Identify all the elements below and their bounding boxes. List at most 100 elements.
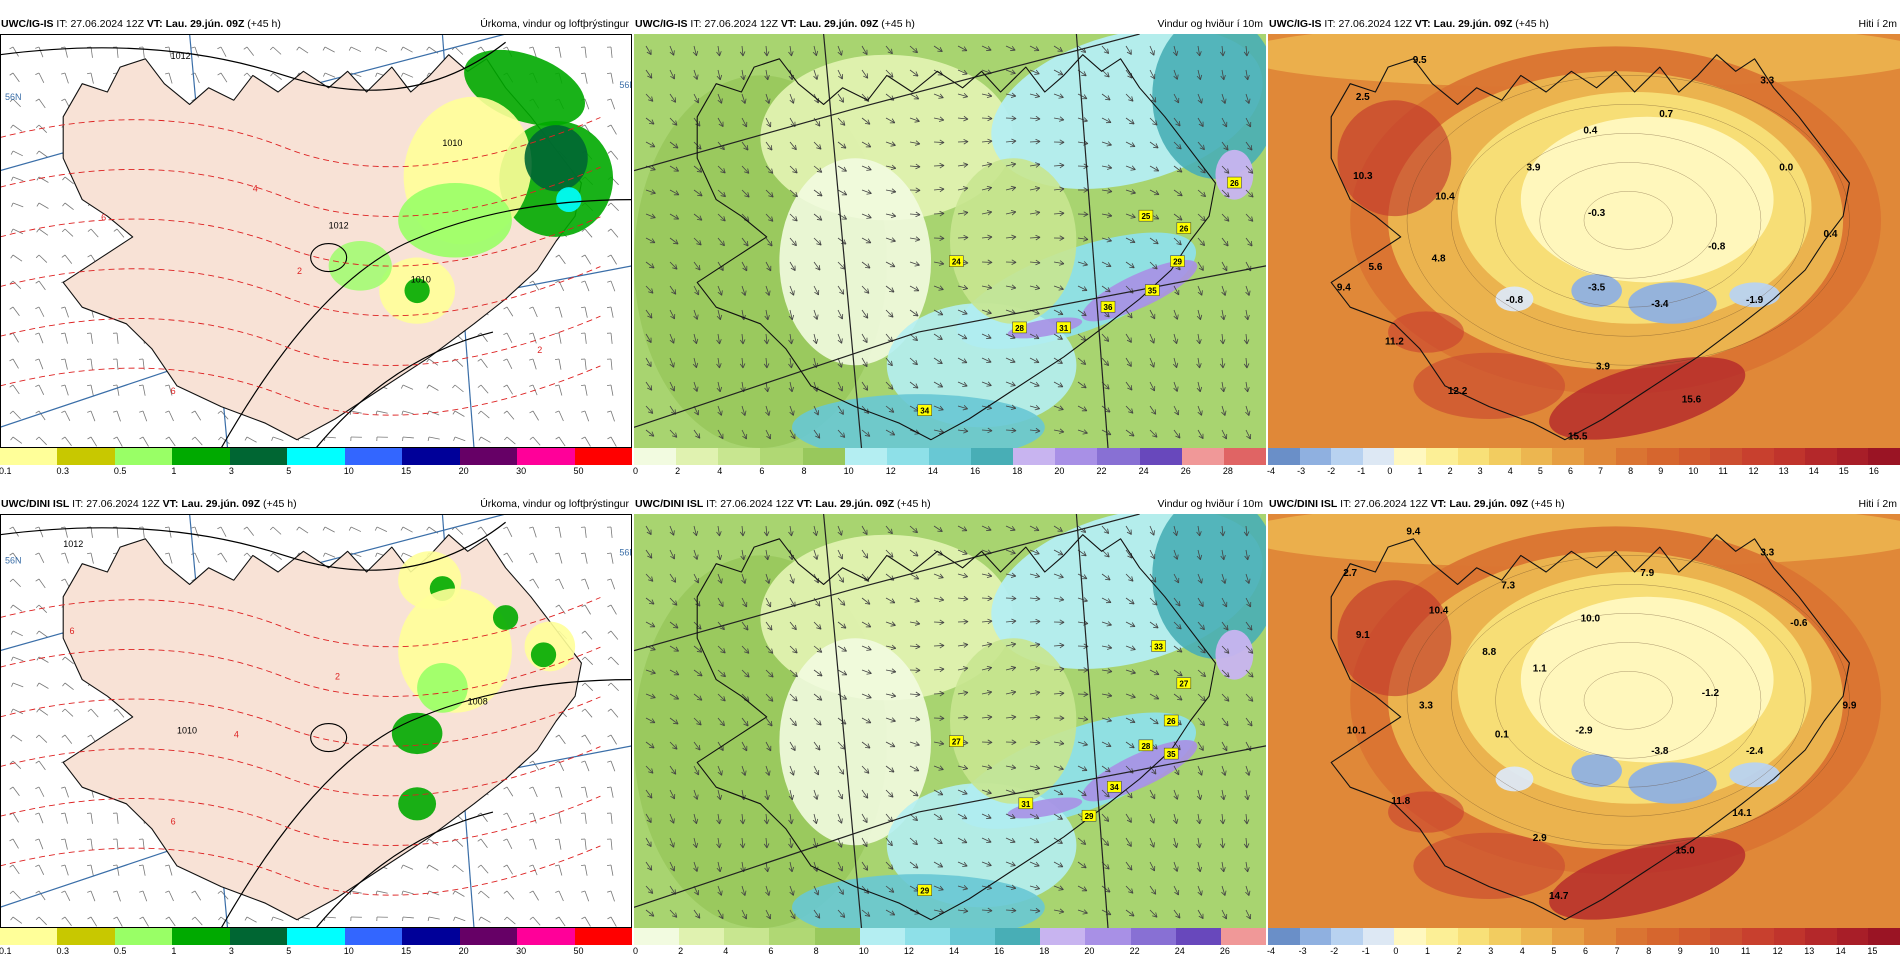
colorbar-tick-label: 13 — [1779, 466, 1789, 476]
colorbar-tick-label: 8 — [802, 466, 807, 476]
colorbar-swatch — [905, 928, 951, 945]
colorbar-swatch — [950, 928, 996, 945]
gust-value: 33 — [1154, 642, 1163, 651]
colorbar-swatch — [1552, 448, 1584, 465]
product-title: Hiti í 2m — [1858, 494, 1897, 514]
init-time: 27.06.2024 12Z — [1354, 498, 1428, 510]
colorbar-swatch — [1268, 448, 1300, 465]
colorbar-tick-label: 20 — [1054, 466, 1064, 476]
map-label-iso: 1012 — [63, 539, 83, 549]
colorbar-swatch — [57, 928, 115, 945]
field-area — [950, 158, 1076, 324]
colorbar-swatch — [1300, 928, 1332, 945]
colorbar-tick-label: 1 — [171, 466, 176, 476]
colorbar-tick-label: 6 — [1583, 946, 1588, 956]
temperature-value: -3.8 — [1651, 746, 1669, 757]
colorbar-tick-label: 26 — [1220, 946, 1230, 956]
colorbar-tick-label: 14 — [1836, 946, 1846, 956]
map-label-iso: 1010 — [411, 274, 431, 284]
map-label-iso: 1010 — [442, 138, 462, 148]
temperature-value: -0.8 — [1708, 241, 1726, 252]
panel-header: UWC/DINI ISL IT: 27.06.2024 12Z VT: Lau.… — [634, 494, 1266, 514]
temperature-value: 10.3 — [1353, 171, 1373, 182]
colorbar-swatch — [1710, 448, 1742, 465]
gust-value: 31 — [1021, 800, 1030, 809]
lead-time: (+45 h) — [897, 498, 931, 510]
colorbar-swatch — [1394, 928, 1426, 945]
colorbar-swatch — [1085, 928, 1131, 945]
colorbar-swatch — [0, 448, 58, 465]
init-time: 27.06.2024 12Z — [720, 498, 794, 510]
colorbar-swatch — [402, 928, 460, 945]
init-time: 27.06.2024 12Z — [86, 498, 160, 510]
valid-time: Lau. 29.jún. 09Z — [800, 18, 879, 30]
it-label: IT: — [690, 18, 701, 30]
temperature-value: -2.9 — [1575, 725, 1593, 736]
temperature-value: -3.5 — [1588, 283, 1606, 294]
temperature-value: 11.2 — [1385, 337, 1404, 348]
product-title: Hiti í 2m — [1858, 14, 1897, 34]
colorbar-swatch — [230, 928, 288, 945]
colorbar-swatch — [345, 448, 403, 465]
colorbar-tick-label: 12 — [904, 946, 914, 956]
colorbar-tick-label: 7 — [1598, 466, 1603, 476]
colorbar-swatch — [1221, 928, 1267, 945]
vt-label: VT: — [1431, 498, 1447, 510]
model-name: UWC/DINI ISL — [1, 498, 69, 510]
colorbar-tick-label: 2 — [1457, 946, 1462, 956]
temperature-value: 10.4 — [1435, 192, 1455, 203]
colorbar-swatch — [860, 928, 906, 945]
colorbar-tick-label: 3 — [229, 946, 234, 956]
map-label-iso: 1012 — [171, 51, 191, 61]
colorbar-swatch — [679, 928, 725, 945]
colorbar-tick-label: 10 — [1709, 946, 1719, 956]
temperature-value: 0.1 — [1495, 730, 1509, 741]
colorbar-tick-label: 2 — [675, 466, 680, 476]
colorbar-swatch — [1055, 448, 1098, 465]
gust-value: 27 — [952, 738, 961, 747]
colorbar-tick-label: 6 — [768, 946, 773, 956]
gust-value: 24 — [952, 258, 961, 267]
colorbar-swatch — [1140, 448, 1183, 465]
colorbar-swatch — [1647, 928, 1679, 945]
temperature-value: 3.9 — [1526, 163, 1540, 174]
colorbar-tick-label: 1 — [1425, 946, 1430, 956]
colorbar-tick-label: -1 — [1362, 946, 1370, 956]
colorbar-swatch — [1426, 448, 1458, 465]
panel-dini-precipitation: UWC/DINI ISL IT: 27.06.2024 12Z VT: Lau.… — [0, 494, 632, 959]
colorbar-tick-label: 5 — [1538, 466, 1543, 476]
lead-time: (+45 h) — [1531, 498, 1565, 510]
gust-value: 34 — [1110, 783, 1119, 792]
colorbar-swatch — [1837, 448, 1869, 465]
colorbar-tick-label: 12 — [1749, 466, 1759, 476]
colorbar-tick-label: 10 — [859, 946, 869, 956]
colorbar-swatch — [1394, 448, 1426, 465]
colorbar-swatch — [575, 448, 633, 465]
colorbar-tick-label: 14 — [1809, 466, 1819, 476]
colorbar-tick-label: 0.5 — [114, 466, 127, 476]
colorbar-swatch — [1458, 448, 1490, 465]
colorbar-tick-label: 26 — [1181, 466, 1191, 476]
colorbar-swatch — [815, 928, 861, 945]
colorbar-tick-label: 24 — [1175, 946, 1185, 956]
field-area — [398, 787, 436, 820]
valid-time: Lau. 29.jún. 09Z — [166, 18, 245, 30]
it-label: IT: — [72, 498, 83, 510]
colorbar-swatch — [1097, 448, 1140, 465]
temperature-value: 0.0 — [1779, 163, 1793, 174]
colorbar-tick-label: 15 — [1839, 466, 1849, 476]
temperature-value: 2.5 — [1356, 92, 1370, 103]
colorbar-swatch — [172, 448, 230, 465]
colorbar-swatch — [1182, 448, 1225, 465]
vt-label: VT: — [163, 498, 179, 510]
field-area — [417, 663, 468, 713]
colorbar-tick-label: 0 — [633, 946, 638, 956]
temperature-value: 9.9 — [1842, 701, 1856, 712]
colorbar-swatch — [760, 448, 803, 465]
gust-value: 27 — [1179, 680, 1188, 689]
temperature-value: 14.7 — [1549, 891, 1569, 902]
temperature-value: 3.3 — [1760, 547, 1774, 558]
map-label-grid: 56N — [619, 80, 632, 90]
